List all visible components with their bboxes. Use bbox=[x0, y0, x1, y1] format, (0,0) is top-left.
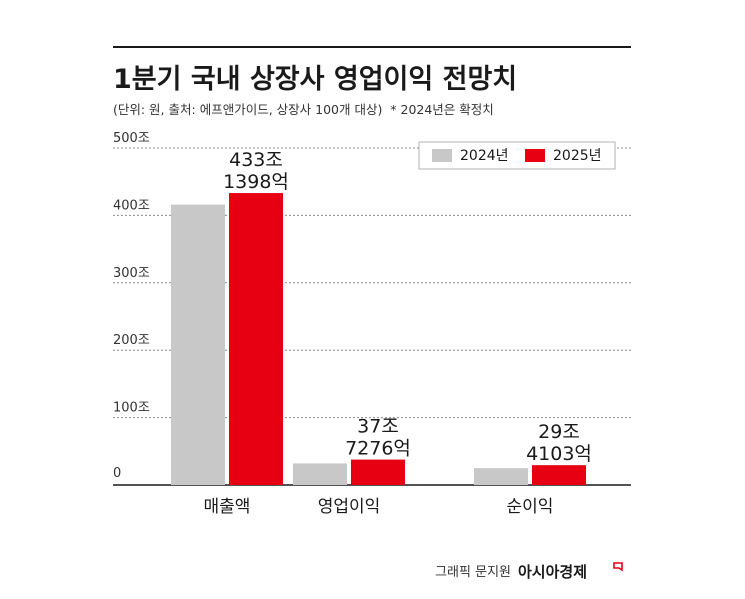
data-label-amount-detail: 4103억 bbox=[526, 443, 592, 465]
bar-2024 bbox=[474, 468, 528, 485]
legend: 2024년 2025년 bbox=[418, 141, 616, 170]
bar-2025 bbox=[532, 465, 586, 485]
legend-label-2024: 2024년 bbox=[460, 148, 509, 164]
bar-2024 bbox=[171, 204, 225, 485]
credit: 그래픽 문지원 아시아경제 bbox=[435, 562, 623, 581]
chart-title: 1분기 국내 상장사 영업이익 전망치 bbox=[113, 64, 517, 95]
credit-text: 그래픽 문지원 bbox=[435, 565, 511, 580]
y-tick-label: 500조 bbox=[113, 131, 150, 146]
bars-layer bbox=[171, 193, 586, 485]
bar-2025 bbox=[229, 193, 283, 485]
data-label-amount-detail: 7276억 bbox=[345, 438, 411, 460]
data-label-amount: 433조 bbox=[229, 149, 283, 171]
data-label-amount: 29조 bbox=[538, 421, 580, 443]
y-tick-label: 100조 bbox=[113, 401, 150, 416]
legend-swatch-2025 bbox=[525, 149, 545, 162]
bar-2024 bbox=[293, 463, 347, 485]
y-tick-label: 0 bbox=[113, 466, 121, 481]
x-category-label: 매출액 bbox=[204, 497, 251, 517]
chart-subtitle: (단위: 원, 출처: 에프앤가이드, 상장사 100개 대상) * 2024년… bbox=[113, 102, 494, 117]
y-tick-label: 300조 bbox=[113, 266, 150, 281]
credit-brand: 아시아경제 bbox=[518, 563, 587, 581]
brand-mark-icon bbox=[613, 562, 623, 572]
legend-swatch-2024 bbox=[432, 149, 452, 162]
legend-label-2025: 2025년 bbox=[553, 148, 602, 164]
x-category-label: 순이익 bbox=[507, 497, 554, 517]
data-label-amount: 37조 bbox=[357, 416, 399, 438]
x-category-label: 영업이익 bbox=[318, 497, 381, 517]
data-label-amount-detail: 1398억 bbox=[223, 171, 289, 193]
y-tick-label: 400조 bbox=[113, 198, 150, 213]
y-tick-label: 200조 bbox=[113, 333, 150, 348]
bar-2025 bbox=[351, 459, 405, 485]
